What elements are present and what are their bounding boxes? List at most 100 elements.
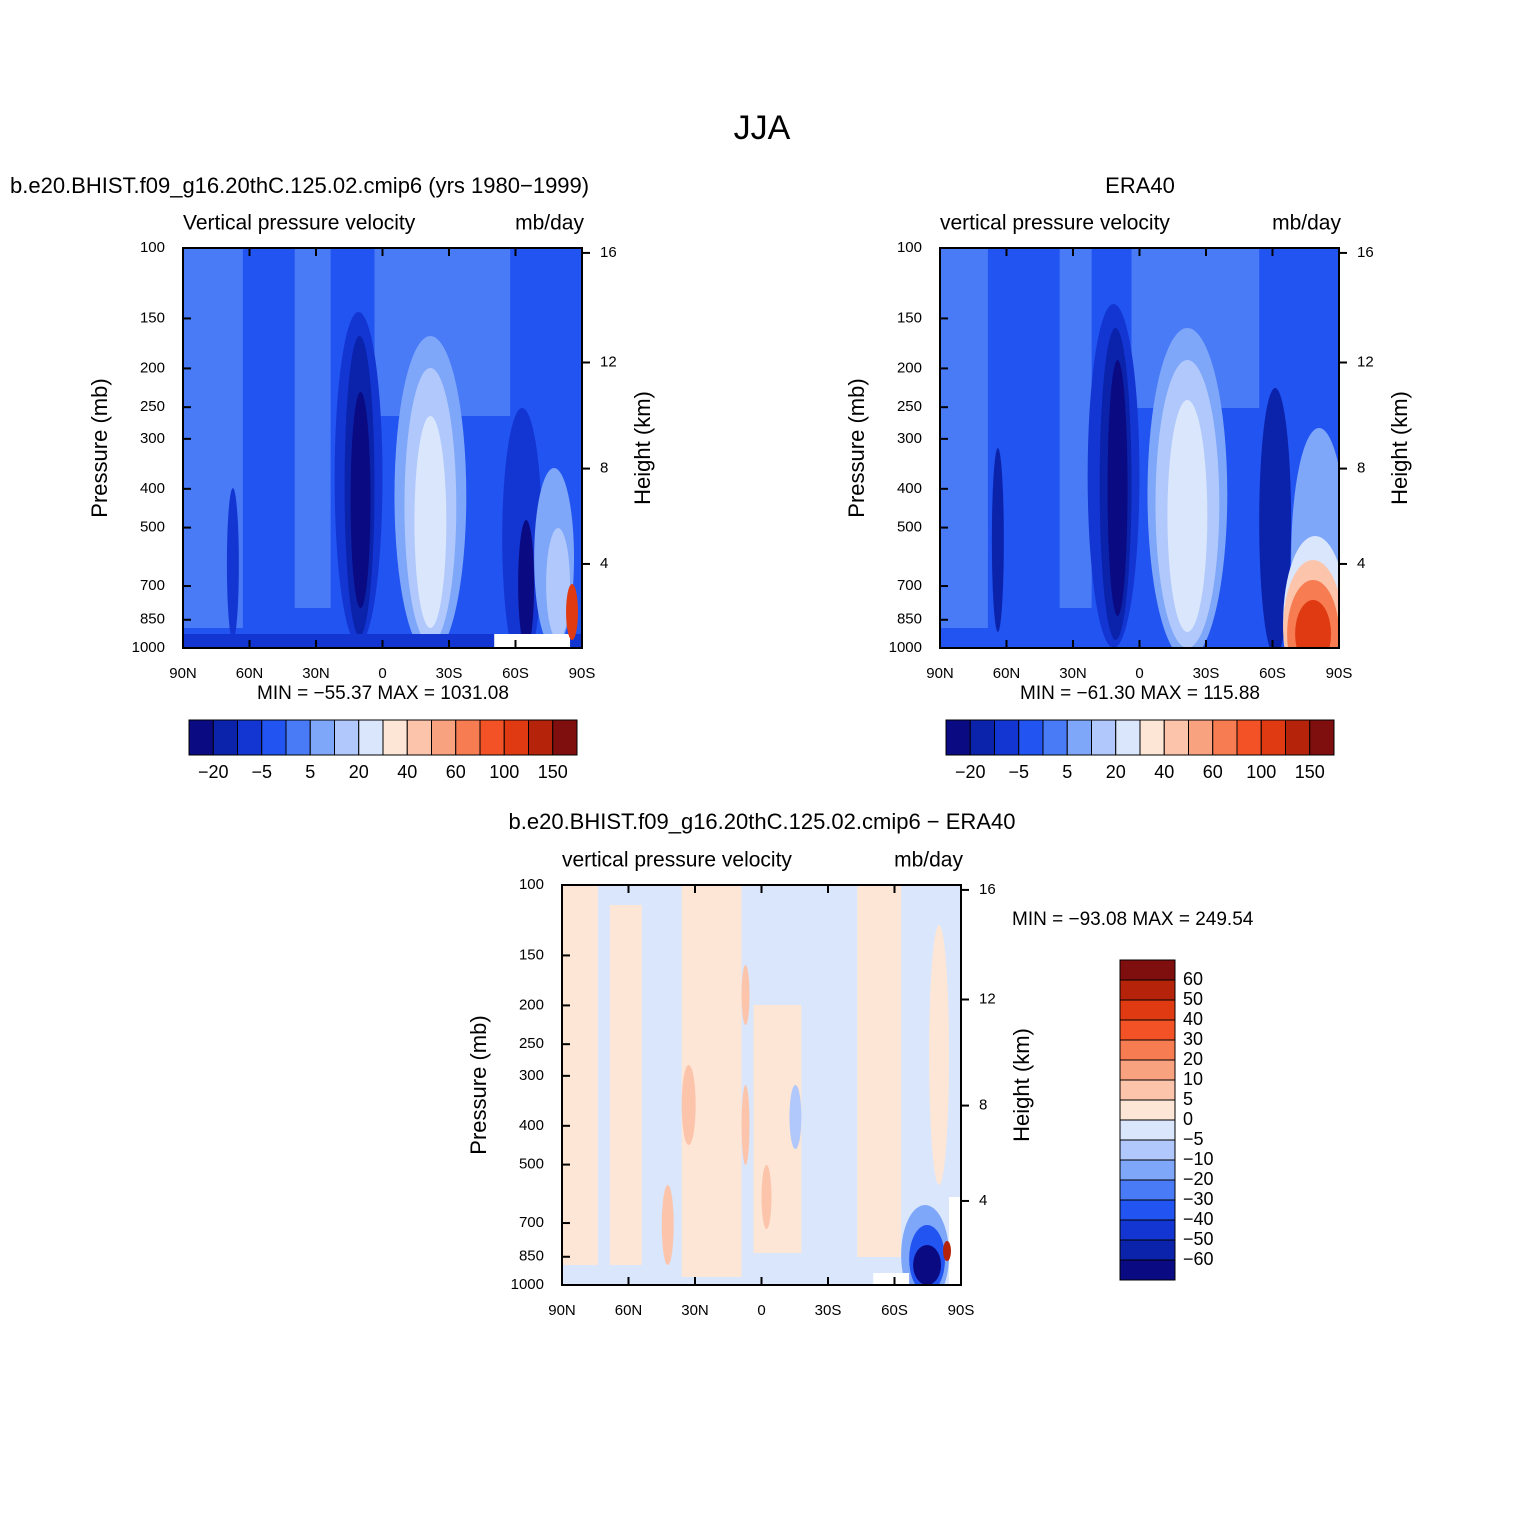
- y2-tick-label: 4: [600, 555, 608, 572]
- colorbar-box: [528, 719, 554, 756]
- y-tick-label: 200: [519, 996, 544, 1013]
- x-tick-label: 90S: [948, 1302, 975, 1319]
- panel-title: b.e20.BHIST.f09_g16.20thC.125.02.cmip6 −…: [509, 809, 1016, 834]
- colorbar-box: [1119, 1259, 1176, 1281]
- y2-tick-label: 16: [979, 881, 996, 898]
- colorbar-box: [945, 719, 971, 756]
- contour-fill: [1259, 388, 1292, 648]
- y-tick-label: 850: [140, 611, 165, 628]
- y2-tick-label: 12: [979, 990, 996, 1007]
- colorbar-label: −30: [1183, 1189, 1214, 1209]
- contour-fill: [414, 416, 447, 628]
- colorbar-box: [285, 719, 311, 756]
- colorbar-box: [1119, 999, 1176, 1021]
- contour-fill: [761, 1165, 772, 1229]
- contour-field: [940, 248, 1339, 648]
- x-tick-label: 30S: [436, 665, 463, 682]
- y2-axis-title: Height (km): [630, 391, 655, 505]
- colorbar-box: [431, 719, 457, 756]
- x-tick-label: 90S: [569, 665, 596, 682]
- colorbar-box: [1119, 1059, 1176, 1081]
- min-max: MIN = −61.30 MAX = 115.88: [1020, 683, 1260, 704]
- subtitle-right: mb/day: [1272, 212, 1341, 235]
- colorbar-label: 5: [1183, 1089, 1193, 1109]
- y2-axis-title: Height (km): [1009, 1028, 1034, 1142]
- colorbar-box: [1119, 1119, 1176, 1141]
- subtitle-right: mb/day: [894, 849, 963, 872]
- y2-tick-label: 4: [1357, 555, 1365, 572]
- contour-fill: [741, 1085, 750, 1165]
- contour-fill: [1107, 360, 1128, 616]
- y-tick-label: 400: [140, 480, 165, 497]
- colorbar-box: [479, 719, 505, 756]
- x-tick-label: 30S: [1193, 665, 1220, 682]
- y2-tick-label: 8: [1357, 460, 1365, 477]
- y-tick-label: 300: [519, 1067, 544, 1084]
- colorbar-box: [358, 719, 384, 756]
- y-tick-label: 500: [140, 519, 165, 536]
- colorbar-box: [237, 719, 263, 756]
- colorbar-box: [1212, 719, 1238, 756]
- contour-fill: [929, 925, 950, 1185]
- y2-axis-title: Height (km): [1387, 391, 1412, 505]
- x-tick-label: 30N: [1059, 665, 1087, 682]
- colorbar-label: 100: [1246, 762, 1276, 782]
- min-max: MIN = −55.37 MAX = 1031.08: [257, 683, 509, 704]
- y-tick-label: 100: [140, 239, 165, 256]
- colorbar-label: 40: [397, 762, 417, 782]
- colorbar-label: 40: [1154, 762, 1174, 782]
- colorbar-label: −5: [1008, 762, 1029, 782]
- y-tick-label: 100: [897, 239, 922, 256]
- colorbar-box: [406, 719, 432, 756]
- subtitle-right: mb/day: [515, 212, 584, 235]
- contour-fill: [943, 1241, 952, 1261]
- colorbar-box: [212, 719, 238, 756]
- y-tick-label: 250: [519, 1035, 544, 1052]
- y-tick-label: 700: [519, 1214, 544, 1231]
- x-tick-label: 60N: [993, 665, 1021, 682]
- x-tick-label: 30S: [815, 1302, 842, 1319]
- colorbar-label: 150: [1295, 762, 1325, 782]
- y-tick-label: 150: [519, 946, 544, 963]
- colorbar-label: −20: [1183, 1169, 1214, 1189]
- colorbar-box: [1119, 1099, 1176, 1121]
- contour-fill: [681, 1065, 696, 1145]
- colorbar-box: [261, 719, 287, 756]
- contour-fill: [949, 1197, 961, 1285]
- y-tick-label: 1000: [889, 639, 922, 656]
- y-tick-label: 500: [897, 519, 922, 536]
- contour-fill: [566, 584, 579, 640]
- y-tick-label: 150: [140, 309, 165, 326]
- y2-tick-label: 12: [600, 353, 617, 370]
- y-tick-label: 400: [519, 1117, 544, 1134]
- colorbar-box: [503, 719, 529, 756]
- y-tick-label: 200: [140, 359, 165, 376]
- colorbar-label: −50: [1183, 1229, 1214, 1249]
- colorbar-box: [1119, 1079, 1176, 1101]
- colorbar-box: [1119, 979, 1176, 1001]
- x-tick-label: 30N: [302, 665, 330, 682]
- contour-fill: [609, 905, 642, 1265]
- colorbar-box: [1309, 719, 1335, 756]
- colorbar-box: [382, 719, 408, 756]
- contour-field: [562, 885, 961, 1285]
- colorbar-label: 40: [1183, 1009, 1203, 1029]
- colorbar-box: [1119, 1239, 1176, 1261]
- x-tick-label: 0: [378, 665, 386, 682]
- subtitle-left: vertical pressure velocity: [940, 212, 1170, 235]
- colorbar-box: [1119, 1139, 1176, 1161]
- y-tick-label: 700: [897, 577, 922, 594]
- colorbar-box: [1042, 719, 1068, 756]
- colorbar-label: 60: [446, 762, 466, 782]
- contour-fill: [857, 885, 902, 1257]
- colorbar-label: 0: [1183, 1109, 1193, 1129]
- y2-tick-label: 16: [1357, 244, 1374, 261]
- x-tick-label: 0: [757, 1302, 765, 1319]
- colorbar-box: [552, 719, 578, 756]
- colorbar-label: −10: [1183, 1149, 1214, 1169]
- colorbar-box: [334, 719, 360, 756]
- colorbar-box: [1115, 719, 1141, 756]
- colorbar-box: [994, 719, 1020, 756]
